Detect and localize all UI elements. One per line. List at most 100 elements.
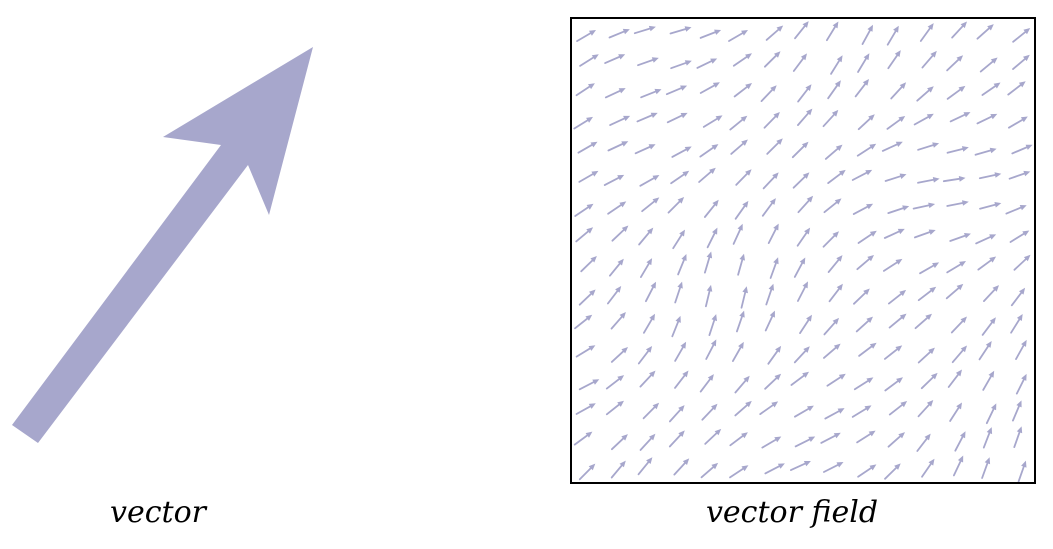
field-arrow-head <box>621 347 628 354</box>
field-arrow-head <box>927 86 934 93</box>
field-arrow <box>820 432 841 444</box>
field-arrow <box>576 30 596 42</box>
field-arrow <box>946 55 964 72</box>
field-arrow-head <box>745 169 752 176</box>
field-arrow-head <box>588 345 596 351</box>
field-arrow-head <box>773 257 779 265</box>
field-arrow-head <box>648 25 656 32</box>
field-arrow-head <box>987 24 994 31</box>
field-arrow <box>790 371 809 386</box>
field-arrow <box>946 146 969 154</box>
field-arrow-head <box>928 458 935 466</box>
field-arrow-head <box>865 169 873 176</box>
field-arrow <box>827 255 843 274</box>
field-arrow-head <box>621 434 628 441</box>
field-arrow <box>884 345 903 360</box>
field-arrow-head <box>869 464 877 471</box>
field-arrow <box>914 313 932 330</box>
field-arrow-head <box>834 198 842 205</box>
field-arrow-head <box>964 233 971 239</box>
field-arrow-head <box>774 51 781 58</box>
field-arrow-head <box>868 430 876 437</box>
field-arrow-head <box>1025 144 1033 150</box>
field-arrow-head <box>833 432 841 439</box>
field-arrow <box>857 53 870 73</box>
field-arrow <box>575 227 594 243</box>
field-arrow <box>611 225 629 242</box>
field-arrow <box>914 229 936 239</box>
field-arrow <box>1009 230 1030 243</box>
field-arrow <box>793 346 810 364</box>
field-arrow <box>976 113 998 125</box>
field-arrow <box>732 53 752 67</box>
field-arrow <box>728 30 748 42</box>
field-arrow-head <box>1019 287 1026 295</box>
field-arrow <box>823 343 841 359</box>
field-arrow-head <box>623 115 631 122</box>
field-arrow <box>637 346 653 365</box>
field-arrow <box>852 203 874 216</box>
field-arrow <box>887 432 905 448</box>
vector-field-frame <box>570 17 1036 484</box>
field-arrow <box>917 347 935 364</box>
field-arrow-head <box>769 198 776 205</box>
field-arrow-head <box>618 88 626 94</box>
field-arrow-head <box>957 455 964 463</box>
field-arrow <box>640 88 662 99</box>
field-arrow-head <box>677 281 683 289</box>
field-arrow-head <box>591 170 599 177</box>
field-arrow <box>740 286 748 309</box>
field-arrow-head <box>960 316 967 324</box>
field-arrow-head <box>928 202 936 209</box>
field-arrow <box>641 197 660 213</box>
field-arrow <box>578 463 596 481</box>
field-arrow <box>976 24 994 40</box>
field-arrow-head <box>649 370 656 378</box>
field-arrow-head <box>869 230 877 237</box>
field-arrow <box>790 461 811 472</box>
field-arrow <box>732 223 743 245</box>
field-arrow-head <box>770 85 777 92</box>
field-arrow-head <box>682 458 690 465</box>
field-arrow <box>979 57 998 73</box>
field-arrow <box>946 200 969 207</box>
field-arrow-head <box>617 375 625 382</box>
field-arrow-head <box>802 21 809 28</box>
field-arrow <box>828 283 843 303</box>
field-arrow-head <box>649 433 656 441</box>
field-arrow <box>633 25 656 35</box>
field-arrow-head <box>739 310 745 318</box>
field-arrow <box>665 85 688 96</box>
field-arrow-head <box>649 313 655 321</box>
field-arrow <box>857 230 877 244</box>
field-arrow-head <box>836 55 843 63</box>
field-arrow <box>1005 205 1027 215</box>
field-arrow-head <box>994 172 1002 178</box>
field-arrow-head <box>617 400 624 407</box>
field-arrow <box>729 115 748 131</box>
field-arrow-head <box>928 347 935 355</box>
field-arrow-head <box>617 174 625 181</box>
field-arrow-head <box>680 85 688 91</box>
field-arrow <box>1010 314 1023 334</box>
vector-field-diagram: vector field <box>570 17 1036 530</box>
field-arrow-head <box>960 345 967 353</box>
field-arrow-head <box>776 25 784 32</box>
field-arrow <box>951 21 967 39</box>
field-arrow-head <box>955 369 962 377</box>
field-arrow <box>704 428 722 445</box>
field-arrow <box>794 405 814 418</box>
field-arrow-head <box>652 197 660 204</box>
field-arrow-head <box>647 227 654 235</box>
field-arrow <box>887 205 910 215</box>
field-arrow <box>982 370 995 391</box>
field-arrow <box>791 141 809 159</box>
field-arrow-head <box>868 114 875 121</box>
field-arrow <box>857 114 875 131</box>
field-arrow-head <box>898 116 906 122</box>
field-arrow-head <box>654 88 662 95</box>
field-arrow-head <box>899 289 907 297</box>
field-arrow-head <box>956 283 964 291</box>
field-arrow-head <box>893 25 899 33</box>
